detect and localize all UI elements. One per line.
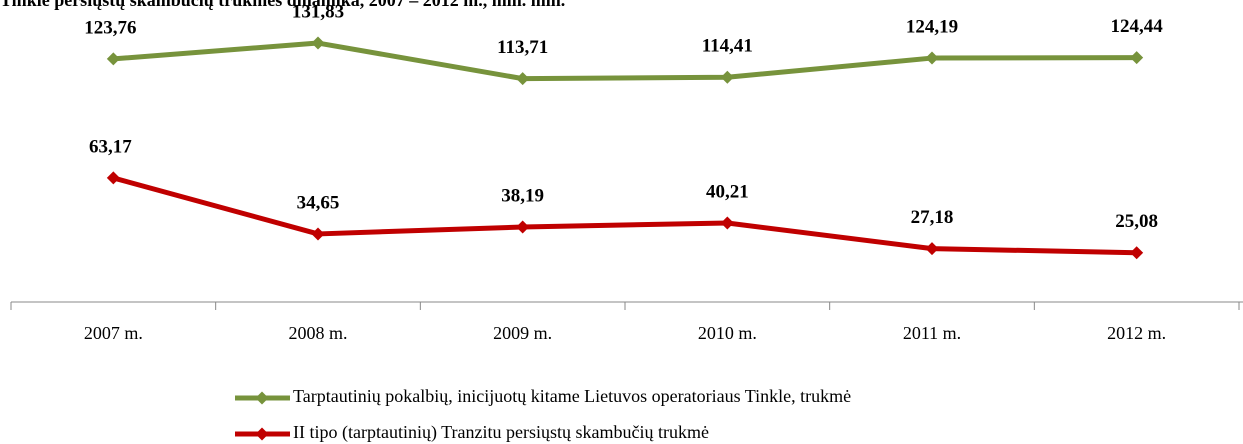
x-tick-label: 2012 m. [1107,323,1166,343]
series-line [113,40,1137,82]
x-tick-label: 2011 m. [903,323,961,343]
point [1130,51,1144,65]
legend-marker [255,391,269,405]
x-tick-label: 2008 m. [288,323,347,343]
data-label: 131,83 [292,1,344,22]
point [720,70,734,84]
point [311,36,325,50]
point [925,242,939,256]
data-label: 38,19 [501,185,544,206]
x-tick-label: 2010 m. [698,323,757,343]
data-label: 34,65 [297,192,340,213]
chart-title: Tinkle persiųstų skambučių trukmės dinam… [0,0,565,10]
data-label: 124,44 [1111,16,1164,37]
point [516,72,530,86]
data-label: 25,08 [1115,211,1158,232]
point [925,51,939,65]
legend-label: Tarptautinių pokalbių, inicijuotų kitame… [293,386,851,406]
point [106,52,120,66]
point [720,216,734,230]
point [311,227,325,241]
data-label: 63,17 [89,136,132,157]
x-tick-label: 2007 m. [84,323,143,343]
data-label: 40,21 [706,181,749,202]
data-label: 27,18 [911,207,954,228]
data-label: 113,71 [497,37,548,58]
point [1130,246,1144,260]
data-label: 124,19 [906,16,958,37]
legend-label: II tipo (tarptautinių) Tranzitu persiųst… [293,422,709,443]
legend-marker [255,427,269,441]
data-label: 123,76 [84,17,136,38]
x-tick-label: 2009 m. [493,323,552,343]
point [516,220,530,234]
series-line [112,175,1137,256]
data-label: 114,41 [702,36,753,57]
point [106,171,120,185]
